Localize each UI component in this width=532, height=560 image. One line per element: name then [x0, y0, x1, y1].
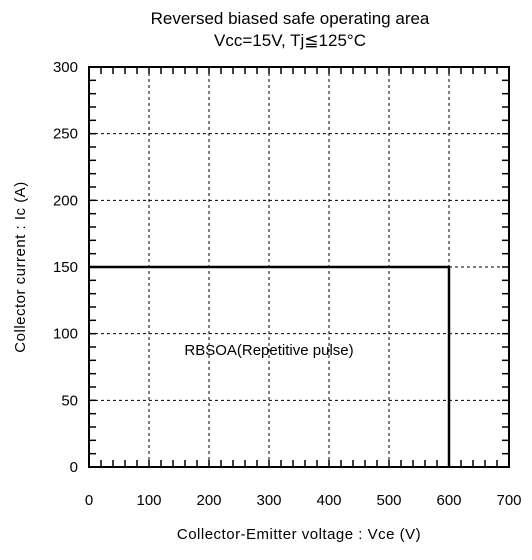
y-tick-label: 100 — [53, 326, 78, 343]
y-tick-label: 50 — [61, 392, 78, 409]
x-axis-label: Collector-Emitter voltage : Vce (V) — [177, 526, 421, 543]
x-tick-label: 600 — [436, 492, 461, 509]
chart-title: Reversed biased safe operating area — [151, 9, 430, 28]
series-layer — [89, 265, 451, 467]
x-tick-label: 400 — [316, 492, 341, 509]
x-tick-labels: 0 100 200 300 400 500 600 700 — [85, 492, 522, 509]
chart-subtitle: Vcc=15V, Tj≦125°C — [214, 31, 366, 50]
x-tick-label: 200 — [196, 492, 221, 509]
y-tick-label: 150 — [53, 259, 78, 276]
y-axis-label: Collector current : Ic (A) — [12, 181, 29, 352]
x-tick-label: 700 — [496, 492, 521, 509]
x-tick-label: 100 — [136, 492, 161, 509]
x-tick-label: 0 — [85, 492, 93, 509]
y-tick-label: 300 — [53, 59, 78, 76]
y-tick-label: 200 — [53, 192, 78, 209]
x-tick-label: 500 — [376, 492, 401, 509]
y-tick-labels: 0 50 100 150 200 250 300 — [53, 59, 78, 476]
y-tick-label: 0 — [70, 459, 78, 476]
y-tick-label: 250 — [53, 126, 78, 143]
x-tick-label: 300 — [256, 492, 281, 509]
series-line-rbsoa — [89, 265, 451, 467]
annotation-rbsoa: RBSOA(Repetitive pulse) — [184, 342, 353, 359]
